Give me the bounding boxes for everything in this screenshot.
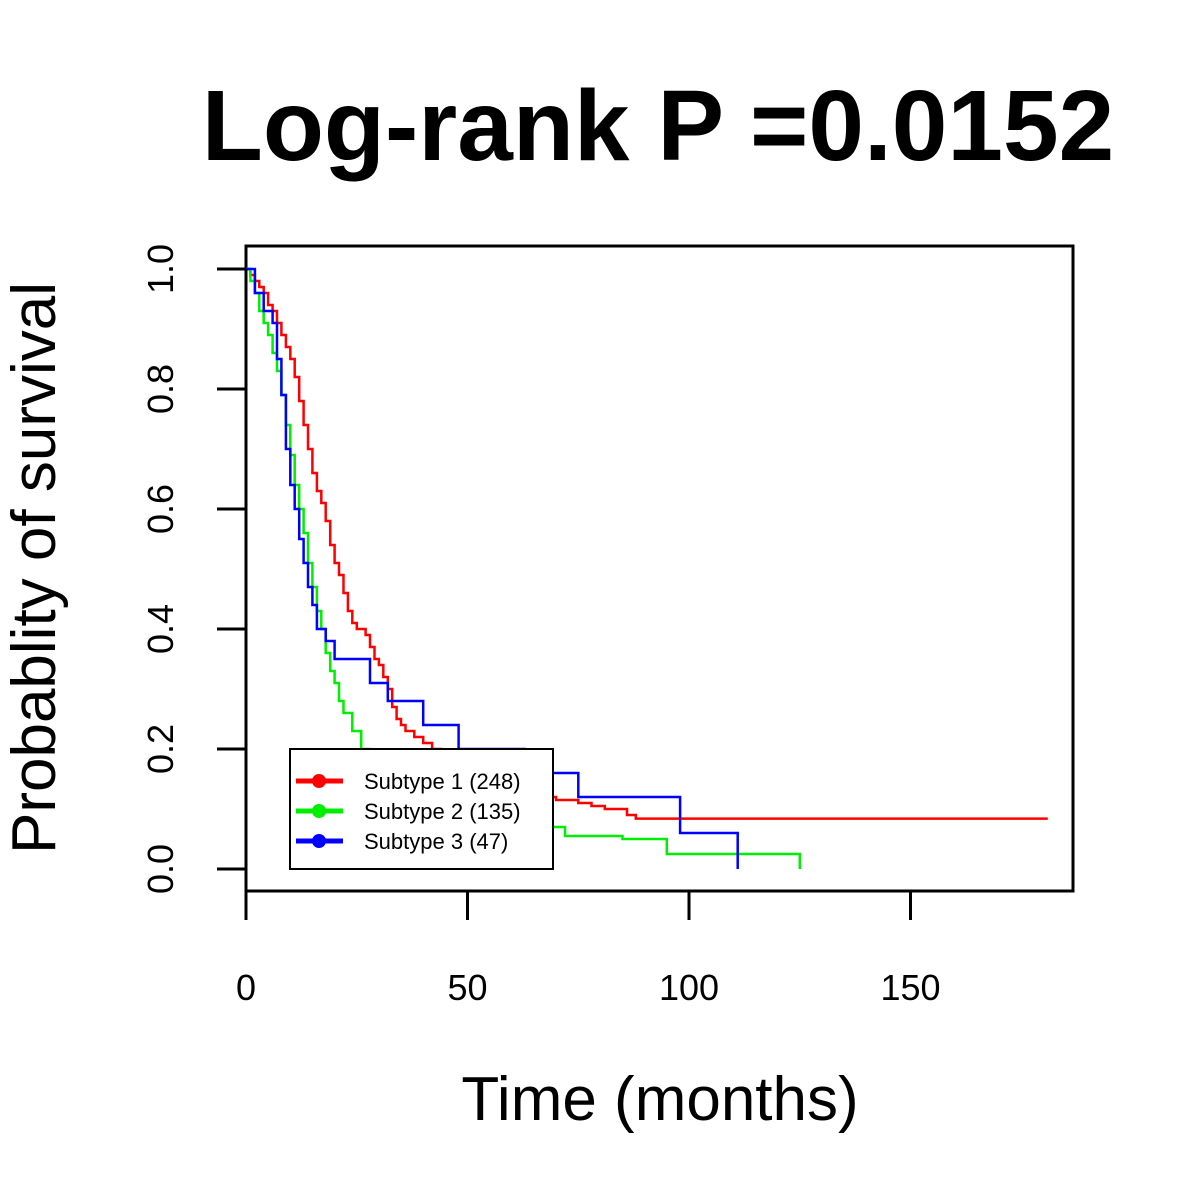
- legend: Subtype 1 (248) Subtype 2 (135) Subtype 3 …: [289, 748, 554, 870]
- chart-title: Log-rank P =0.0152: [202, 70, 1115, 182]
- y-axis: 0.0 0.2 0.4 0.6 0.8 1.0: [140, 244, 248, 894]
- y-tick-label-2: 0.4: [140, 604, 181, 654]
- y-tick-label-4: 0.8: [140, 364, 181, 414]
- y-tick-label-3: 0.6: [140, 484, 181, 534]
- y-tick-label-5: 1.0: [140, 244, 181, 294]
- x-tick-label-1: 50: [447, 967, 487, 1008]
- x-axis-label: Time (months): [461, 1065, 858, 1134]
- legend-label-1: Subtype 1 (248): [364, 769, 521, 794]
- survival-curve-1: [246, 267, 1048, 820]
- y-axis-label: Probablity of survival: [0, 282, 69, 854]
- x-tick-label-2: 100: [659, 967, 719, 1008]
- legend-marker-1: [312, 774, 326, 788]
- y-tick-label-1: 0.2: [140, 724, 181, 774]
- legend-label-2: Subtype 2 (135): [364, 799, 521, 824]
- x-tick-label-0: 0: [236, 967, 256, 1008]
- x-tick-label-3: 150: [880, 967, 940, 1008]
- legend-marker-3: [312, 834, 326, 848]
- y-tick-label-0: 0.0: [140, 844, 181, 894]
- legend-marker-2: [312, 804, 326, 818]
- x-axis: 0 50 100 150: [236, 889, 941, 1008]
- legend-label-3: Subtype 3 (47): [364, 829, 508, 854]
